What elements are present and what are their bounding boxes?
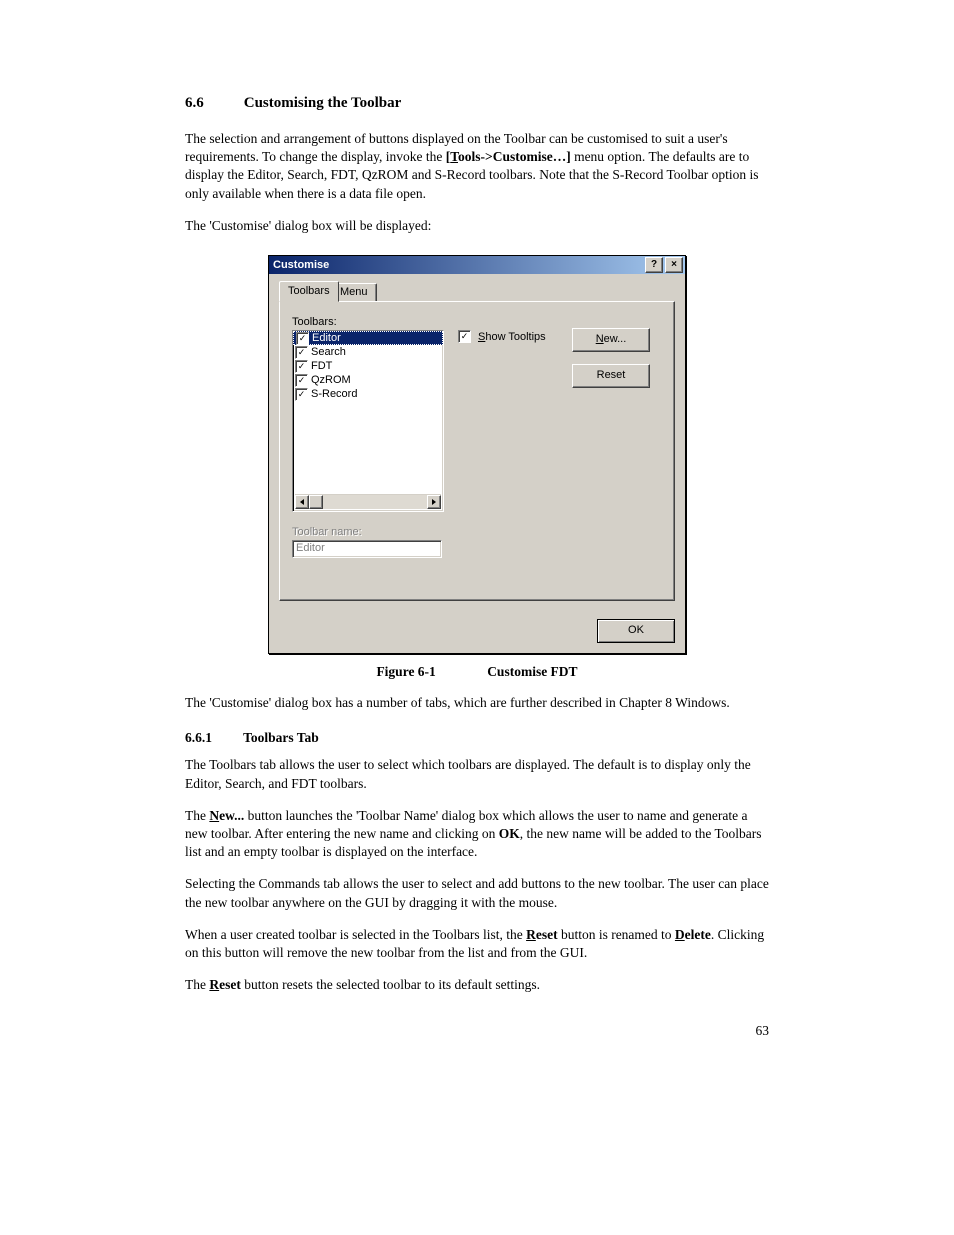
subsection-title: Toolbars Tab xyxy=(243,730,319,745)
subsection-number: 6.6.1 xyxy=(185,730,240,746)
question-icon: ? xyxy=(651,260,657,270)
tabpanel-toolbars: Toolbars: ✓ Editor ✓ Search xyxy=(279,301,675,601)
checkbox-icon[interactable]: ✓ xyxy=(295,360,308,373)
close-button[interactable]: × xyxy=(665,257,683,273)
checkbox-icon[interactable]: ✓ xyxy=(295,346,308,359)
scroll-thumb[interactable] xyxy=(309,495,323,509)
figure-caption: Figure 6-1 Customise FDT xyxy=(185,664,769,680)
toolbar-name-label: Toolbar name: xyxy=(292,526,444,538)
dialog-client: Toolbars Menu Toolbars: ✓ Editor xyxy=(269,274,685,611)
checkbox-icon[interactable]: ✓ xyxy=(296,332,309,345)
close-icon: × xyxy=(671,260,677,270)
list-item[interactable]: ✓ Editor xyxy=(293,331,443,345)
page-number: 63 xyxy=(185,1023,769,1039)
show-tooltips-checkbox[interactable]: ✓ Show Tooltips xyxy=(458,330,558,343)
list-item-label: QzROM xyxy=(311,374,351,386)
dialog-footer: OK xyxy=(269,611,685,653)
figure-number: Figure 6-1 xyxy=(376,664,435,680)
toolbars-label: Toolbars: xyxy=(292,316,444,328)
arrow-left-icon xyxy=(300,499,304,505)
subsection-heading: 6.6.1 Toolbars Tab xyxy=(185,730,769,746)
dialog-title: Customise xyxy=(273,259,643,271)
page: 6.6 Customising the Toolbar The selectio… xyxy=(0,0,954,1079)
section-title: Customising the Toolbar xyxy=(244,95,402,111)
figure-title: Customise FDT xyxy=(487,664,577,679)
reset-button[interactable]: Reset xyxy=(572,364,650,388)
section-number: 6.6 xyxy=(185,95,240,112)
checkbox-icon[interactable]: ✓ xyxy=(458,330,471,343)
tab-toolbars[interactable]: Toolbars xyxy=(279,281,339,302)
toolbar-name-field[interactable]: Editor xyxy=(292,540,442,558)
h-scrollbar[interactable] xyxy=(295,494,441,509)
paragraph-1: The selection and arrangement of buttons… xyxy=(185,130,769,203)
paragraph-8: The Reset button resets the selected too… xyxy=(185,976,769,994)
paragraph-4: The Toolbars tab allows the user to sele… xyxy=(185,756,769,792)
tabstrip: Toolbars Menu xyxy=(279,282,675,302)
col-right: New... Reset xyxy=(572,328,650,558)
paragraph-5: The New... button launches the 'Toolbar … xyxy=(185,807,769,862)
customise-dialog: Customise ? × Toolbars Menu Toolbars: xyxy=(268,255,686,654)
arrow-right-icon xyxy=(432,499,436,505)
paragraph-3: The 'Customise' dialog box has a number … xyxy=(185,694,769,712)
scroll-right-button[interactable] xyxy=(427,495,441,509)
section-heading: 6.6 Customising the Toolbar xyxy=(185,95,769,112)
list-item[interactable]: ✓ QzROM xyxy=(293,373,443,387)
paragraph-7: When a user created toolbar is selected … xyxy=(185,926,769,962)
col-mid: ✓ Show Tooltips xyxy=(458,316,558,558)
dialog-figure: Customise ? × Toolbars Menu Toolbars: xyxy=(185,255,769,654)
show-tooltips-label: Show Tooltips xyxy=(478,331,546,343)
list-item[interactable]: ✓ Search xyxy=(293,345,443,359)
col-left: Toolbars: ✓ Editor ✓ Search xyxy=(292,316,444,558)
list-item-label: S-Record xyxy=(311,388,357,400)
titlebar-buttons: ? × xyxy=(643,257,683,273)
checkbox-icon[interactable]: ✓ xyxy=(295,374,308,387)
list-item-label: FDT xyxy=(311,360,332,372)
list-item-label: Editor xyxy=(312,332,341,344)
ok-button[interactable]: OK xyxy=(597,619,675,643)
list-item[interactable]: ✓ FDT xyxy=(293,359,443,373)
toolbars-listbox[interactable]: ✓ Editor ✓ Search ✓ FDT xyxy=(292,330,444,512)
list-item-label: Search xyxy=(311,346,346,358)
paragraph-2: The 'Customise' dialog box will be displ… xyxy=(185,217,769,235)
help-button[interactable]: ? xyxy=(645,257,663,273)
checkbox-icon[interactable]: ✓ xyxy=(295,388,308,401)
paragraph-6: Selecting the Commands tab allows the us… xyxy=(185,875,769,911)
list-item[interactable]: ✓ S-Record xyxy=(293,387,443,401)
titlebar[interactable]: Customise ? × xyxy=(269,256,685,274)
scroll-left-button[interactable] xyxy=(295,495,309,509)
panel-columns: Toolbars: ✓ Editor ✓ Search xyxy=(292,316,662,558)
new-button[interactable]: New... xyxy=(572,328,650,352)
